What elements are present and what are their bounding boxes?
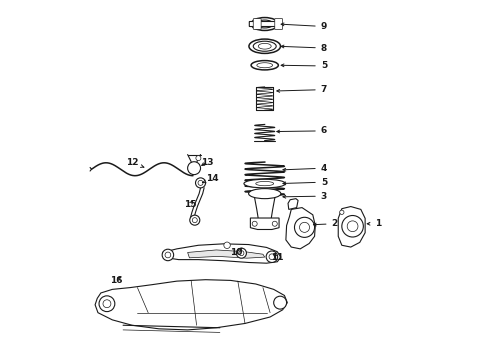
Text: 16: 16 [110,276,122,285]
Text: 15: 15 [184,199,197,208]
Polygon shape [163,244,281,263]
Circle shape [272,221,277,226]
Circle shape [165,252,171,258]
Ellipse shape [253,41,276,51]
Circle shape [269,254,275,260]
Circle shape [99,296,115,312]
Circle shape [190,215,200,225]
Text: 13: 13 [201,158,214,167]
Ellipse shape [256,181,274,186]
Polygon shape [286,208,315,249]
Text: 2: 2 [314,219,338,228]
Ellipse shape [257,63,272,68]
Text: 5: 5 [281,62,327,71]
Polygon shape [338,207,365,247]
Ellipse shape [251,18,278,31]
Polygon shape [288,199,298,210]
Circle shape [299,222,310,232]
Circle shape [274,296,287,309]
FancyBboxPatch shape [275,19,283,30]
Text: 4: 4 [283,164,327,173]
Text: 14: 14 [203,175,219,184]
Circle shape [342,216,364,237]
Polygon shape [188,250,265,258]
Circle shape [196,156,201,161]
Circle shape [162,249,173,261]
Text: 12: 12 [126,158,144,167]
Text: 9: 9 [281,22,327,31]
Circle shape [236,248,246,258]
Ellipse shape [256,20,273,28]
Ellipse shape [248,189,281,199]
Circle shape [188,162,200,175]
Text: 7: 7 [277,85,327,94]
Text: 10: 10 [230,248,242,257]
Polygon shape [250,218,279,229]
Circle shape [266,251,278,262]
Polygon shape [254,194,275,219]
Ellipse shape [249,39,280,53]
FancyBboxPatch shape [253,19,261,30]
Circle shape [196,178,205,188]
Text: 11: 11 [271,253,284,262]
Circle shape [103,300,111,308]
Text: 3: 3 [283,192,327,201]
Text: 5: 5 [283,177,327,186]
Circle shape [347,221,358,231]
Circle shape [239,251,244,256]
Circle shape [294,217,315,237]
Text: 1: 1 [367,219,381,228]
Circle shape [192,218,197,223]
FancyBboxPatch shape [249,22,280,27]
Polygon shape [95,280,287,330]
Ellipse shape [258,43,271,49]
Circle shape [224,242,230,248]
Circle shape [340,210,344,215]
Circle shape [198,180,203,185]
Circle shape [252,221,257,226]
Text: 6: 6 [277,126,327,135]
Ellipse shape [251,60,278,70]
Ellipse shape [244,179,286,188]
Text: 8: 8 [281,44,327,53]
